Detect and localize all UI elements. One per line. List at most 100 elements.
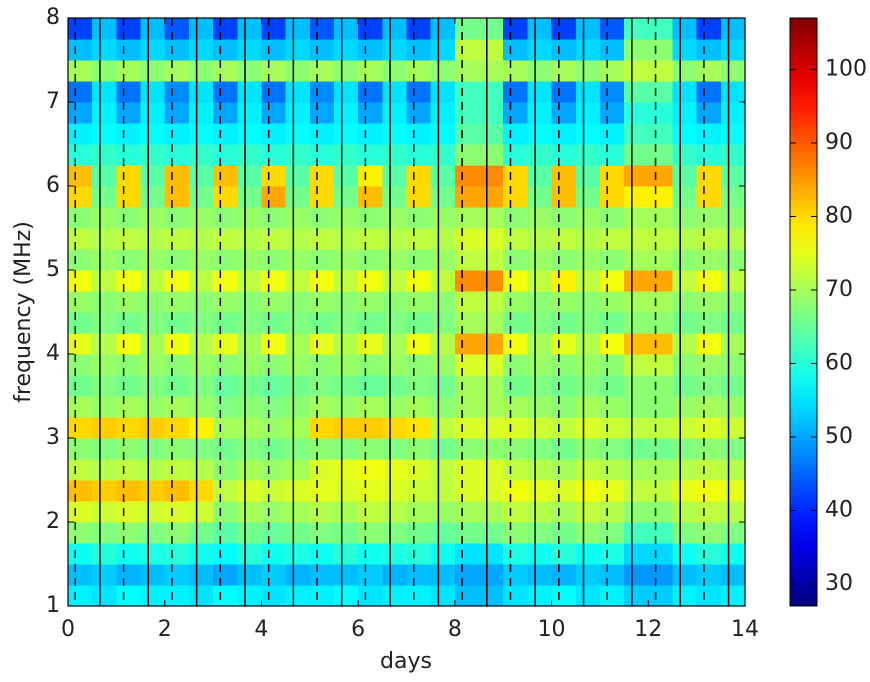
heatmap-cell bbox=[479, 417, 504, 439]
heatmap-cell bbox=[140, 228, 166, 250]
heatmap-cell bbox=[68, 396, 93, 418]
heatmap-cell bbox=[430, 123, 456, 145]
heatmap-cell bbox=[454, 291, 480, 313]
heatmap-cell bbox=[285, 249, 311, 271]
heatmap-cell bbox=[503, 522, 528, 544]
heatmap-cell bbox=[575, 585, 601, 607]
heatmap-cell bbox=[309, 438, 335, 460]
heatmap-cell bbox=[237, 291, 263, 313]
heatmap-cell bbox=[551, 60, 577, 82]
heatmap-cell bbox=[575, 123, 601, 145]
heatmap-cell bbox=[454, 480, 480, 502]
heatmap-cell bbox=[382, 291, 408, 313]
heatmap-cell bbox=[213, 333, 238, 355]
heatmap-cell bbox=[624, 459, 649, 481]
heatmap-cell bbox=[382, 165, 408, 187]
heatmap-cell bbox=[551, 480, 577, 502]
heatmap-cell bbox=[454, 312, 480, 334]
heatmap-cell bbox=[551, 375, 577, 397]
heatmap-cell bbox=[672, 228, 698, 250]
heatmap-cell bbox=[358, 81, 383, 103]
heatmap-cell bbox=[648, 396, 674, 418]
heatmap-cell bbox=[624, 123, 649, 145]
heatmap-cell bbox=[237, 18, 263, 40]
heatmap-cell bbox=[720, 333, 746, 355]
heatmap-cell bbox=[551, 165, 577, 187]
heatmap-cell bbox=[358, 480, 383, 502]
heatmap-cell bbox=[430, 39, 456, 61]
heatmap-cell bbox=[213, 543, 238, 565]
heatmap-cell bbox=[575, 375, 601, 397]
heatmap-cell bbox=[92, 249, 117, 271]
heatmap-cell bbox=[430, 459, 456, 481]
heatmap-cell bbox=[575, 81, 601, 103]
heatmap-cell bbox=[116, 585, 142, 607]
heatmap-cell bbox=[503, 270, 528, 292]
heatmap-cell bbox=[672, 270, 698, 292]
heatmap-cell bbox=[672, 249, 698, 271]
heatmap-cell bbox=[527, 480, 553, 502]
heatmap-cell bbox=[672, 438, 698, 460]
heatmap-cell bbox=[454, 564, 480, 586]
heatmap-cell bbox=[551, 291, 577, 313]
heatmap-cell bbox=[116, 102, 142, 124]
heatmap-cell bbox=[599, 165, 625, 187]
heatmap-cell bbox=[575, 396, 601, 418]
heatmap-cell bbox=[140, 438, 166, 460]
heatmap-cell bbox=[213, 375, 238, 397]
heatmap-cell bbox=[140, 81, 166, 103]
heatmap-cell bbox=[696, 18, 722, 40]
heatmap-cell bbox=[503, 417, 528, 439]
heatmap-cell bbox=[116, 165, 142, 187]
heatmap-cell bbox=[358, 417, 383, 439]
heatmap-cell bbox=[382, 480, 408, 502]
heatmap-cell bbox=[116, 60, 142, 82]
heatmap-cell bbox=[140, 312, 166, 334]
heatmap-cell bbox=[575, 249, 601, 271]
heatmap-cell bbox=[430, 249, 456, 271]
heatmap-cell bbox=[527, 291, 553, 313]
heatmap-cell bbox=[406, 123, 432, 145]
heatmap-cell bbox=[672, 543, 698, 565]
heatmap-cell bbox=[188, 585, 214, 607]
heatmap-cell bbox=[68, 144, 93, 166]
heatmap-cell bbox=[648, 123, 674, 145]
heatmap-cell bbox=[503, 39, 528, 61]
heatmap-cell bbox=[140, 270, 166, 292]
heatmap-cell bbox=[140, 564, 166, 586]
heatmap-cell bbox=[527, 585, 553, 607]
heatmap-cell bbox=[503, 333, 528, 355]
heatmap-cell bbox=[382, 564, 408, 586]
heatmap-cell bbox=[140, 354, 166, 376]
x-tick-label: 10 bbox=[538, 617, 566, 642]
heatmap-cell bbox=[333, 459, 359, 481]
heatmap-cell bbox=[720, 501, 746, 523]
heatmap-cell bbox=[140, 144, 166, 166]
heatmap-cell bbox=[237, 417, 263, 439]
heatmap-cell bbox=[358, 18, 383, 40]
heatmap-cell bbox=[503, 543, 528, 565]
heatmap-cell bbox=[624, 270, 649, 292]
heatmap-cell bbox=[164, 564, 190, 586]
heatmap-cell bbox=[720, 123, 746, 145]
heatmap-cell bbox=[720, 438, 746, 460]
heatmap-cell bbox=[672, 123, 698, 145]
heatmap-cell bbox=[672, 522, 698, 544]
heatmap-cell bbox=[164, 501, 190, 523]
heatmap-cell bbox=[551, 207, 577, 229]
y-tick-label: 6 bbox=[46, 173, 60, 198]
heatmap-cell bbox=[382, 375, 408, 397]
heatmap-cell bbox=[551, 543, 577, 565]
heatmap-cell bbox=[333, 312, 359, 334]
heatmap-cell bbox=[164, 480, 190, 502]
heatmap-cell bbox=[720, 144, 746, 166]
heatmap-cell bbox=[720, 396, 746, 418]
heatmap-cell bbox=[382, 438, 408, 460]
heatmap-cell bbox=[720, 60, 746, 82]
heatmap-cell bbox=[68, 228, 93, 250]
heatmap-cell bbox=[309, 18, 335, 40]
heatmap-cell bbox=[503, 564, 528, 586]
heatmap-cell bbox=[333, 165, 359, 187]
heatmap-cell bbox=[672, 144, 698, 166]
heatmap-cell bbox=[92, 186, 117, 208]
